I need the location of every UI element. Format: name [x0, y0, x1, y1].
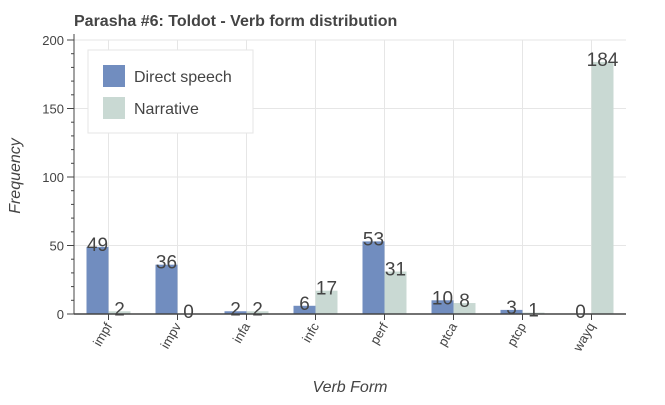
data-label: 3 — [506, 298, 517, 319]
data-label: 17 — [316, 279, 337, 300]
data-label: 0 — [575, 302, 586, 323]
data-label: 184 — [587, 50, 619, 71]
bar-infa-narrative — [246, 311, 269, 314]
legend-label: Narrative — [134, 101, 199, 118]
x-tick-label: perf — [367, 320, 391, 347]
y-tick-label: 0 — [57, 307, 64, 322]
bar-ptca-direct-speech — [431, 300, 454, 314]
bar-perf-direct-speech — [362, 241, 385, 314]
x-tick-label: wayq — [569, 320, 598, 355]
data-label: 10 — [432, 288, 453, 309]
bar-impf-direct-speech — [86, 246, 109, 314]
x-tick-label: infa — [230, 319, 254, 345]
bar-infc-narrative — [315, 290, 338, 314]
data-label: 49 — [87, 235, 108, 256]
data-labels: 49 36 2 6 53 10 3 0 2 0 2 17 31 8 1 184 — [87, 50, 619, 323]
x-tick-label: impf — [90, 320, 115, 349]
legend: Direct speech Narrative — [87, 49, 254, 134]
data-label: 2 — [114, 299, 125, 320]
y-tick-label: 100 — [42, 170, 64, 185]
bar-wayq-narrative — [591, 61, 614, 314]
data-label: 6 — [299, 294, 310, 315]
bar-infa-direct-speech — [224, 311, 247, 314]
x-tick-label: ptcp — [504, 320, 529, 349]
data-label: 2 — [252, 299, 263, 320]
bar-ptca-narrative — [453, 303, 476, 314]
y-tick-label: 50 — [50, 239, 64, 254]
bar-impv-direct-speech — [155, 264, 178, 314]
y-tick-label: 150 — [42, 102, 64, 117]
bar-infc-direct-speech — [293, 305, 316, 314]
data-label: 1 — [528, 301, 539, 322]
legend-swatch — [103, 97, 125, 119]
data-label: 53 — [363, 229, 384, 250]
bar-perf-narrative — [384, 271, 407, 314]
legend-box — [87, 49, 254, 134]
legend-label: Direct speech — [134, 69, 232, 86]
x-axis-label: Verb Form — [313, 379, 388, 396]
data-label: 36 — [156, 253, 177, 274]
bar-impf-narrative — [108, 311, 131, 314]
x-tick-label: infc — [299, 320, 322, 345]
y-axis-label: Frequency — [7, 137, 24, 214]
bars — [86, 61, 614, 314]
chart-title: Parasha #6: Toldot - Verb form distribut… — [74, 13, 397, 30]
data-label: 0 — [183, 302, 194, 323]
bar-ptcp-direct-speech — [500, 309, 523, 314]
legend-swatch — [103, 65, 125, 87]
data-label: 2 — [230, 299, 241, 320]
x-tick-label: ptca — [435, 319, 461, 348]
data-label: 8 — [459, 291, 470, 312]
data-label: 31 — [385, 260, 406, 281]
x-tick-label: impv — [157, 320, 184, 352]
y-tick-label: 200 — [42, 33, 64, 48]
